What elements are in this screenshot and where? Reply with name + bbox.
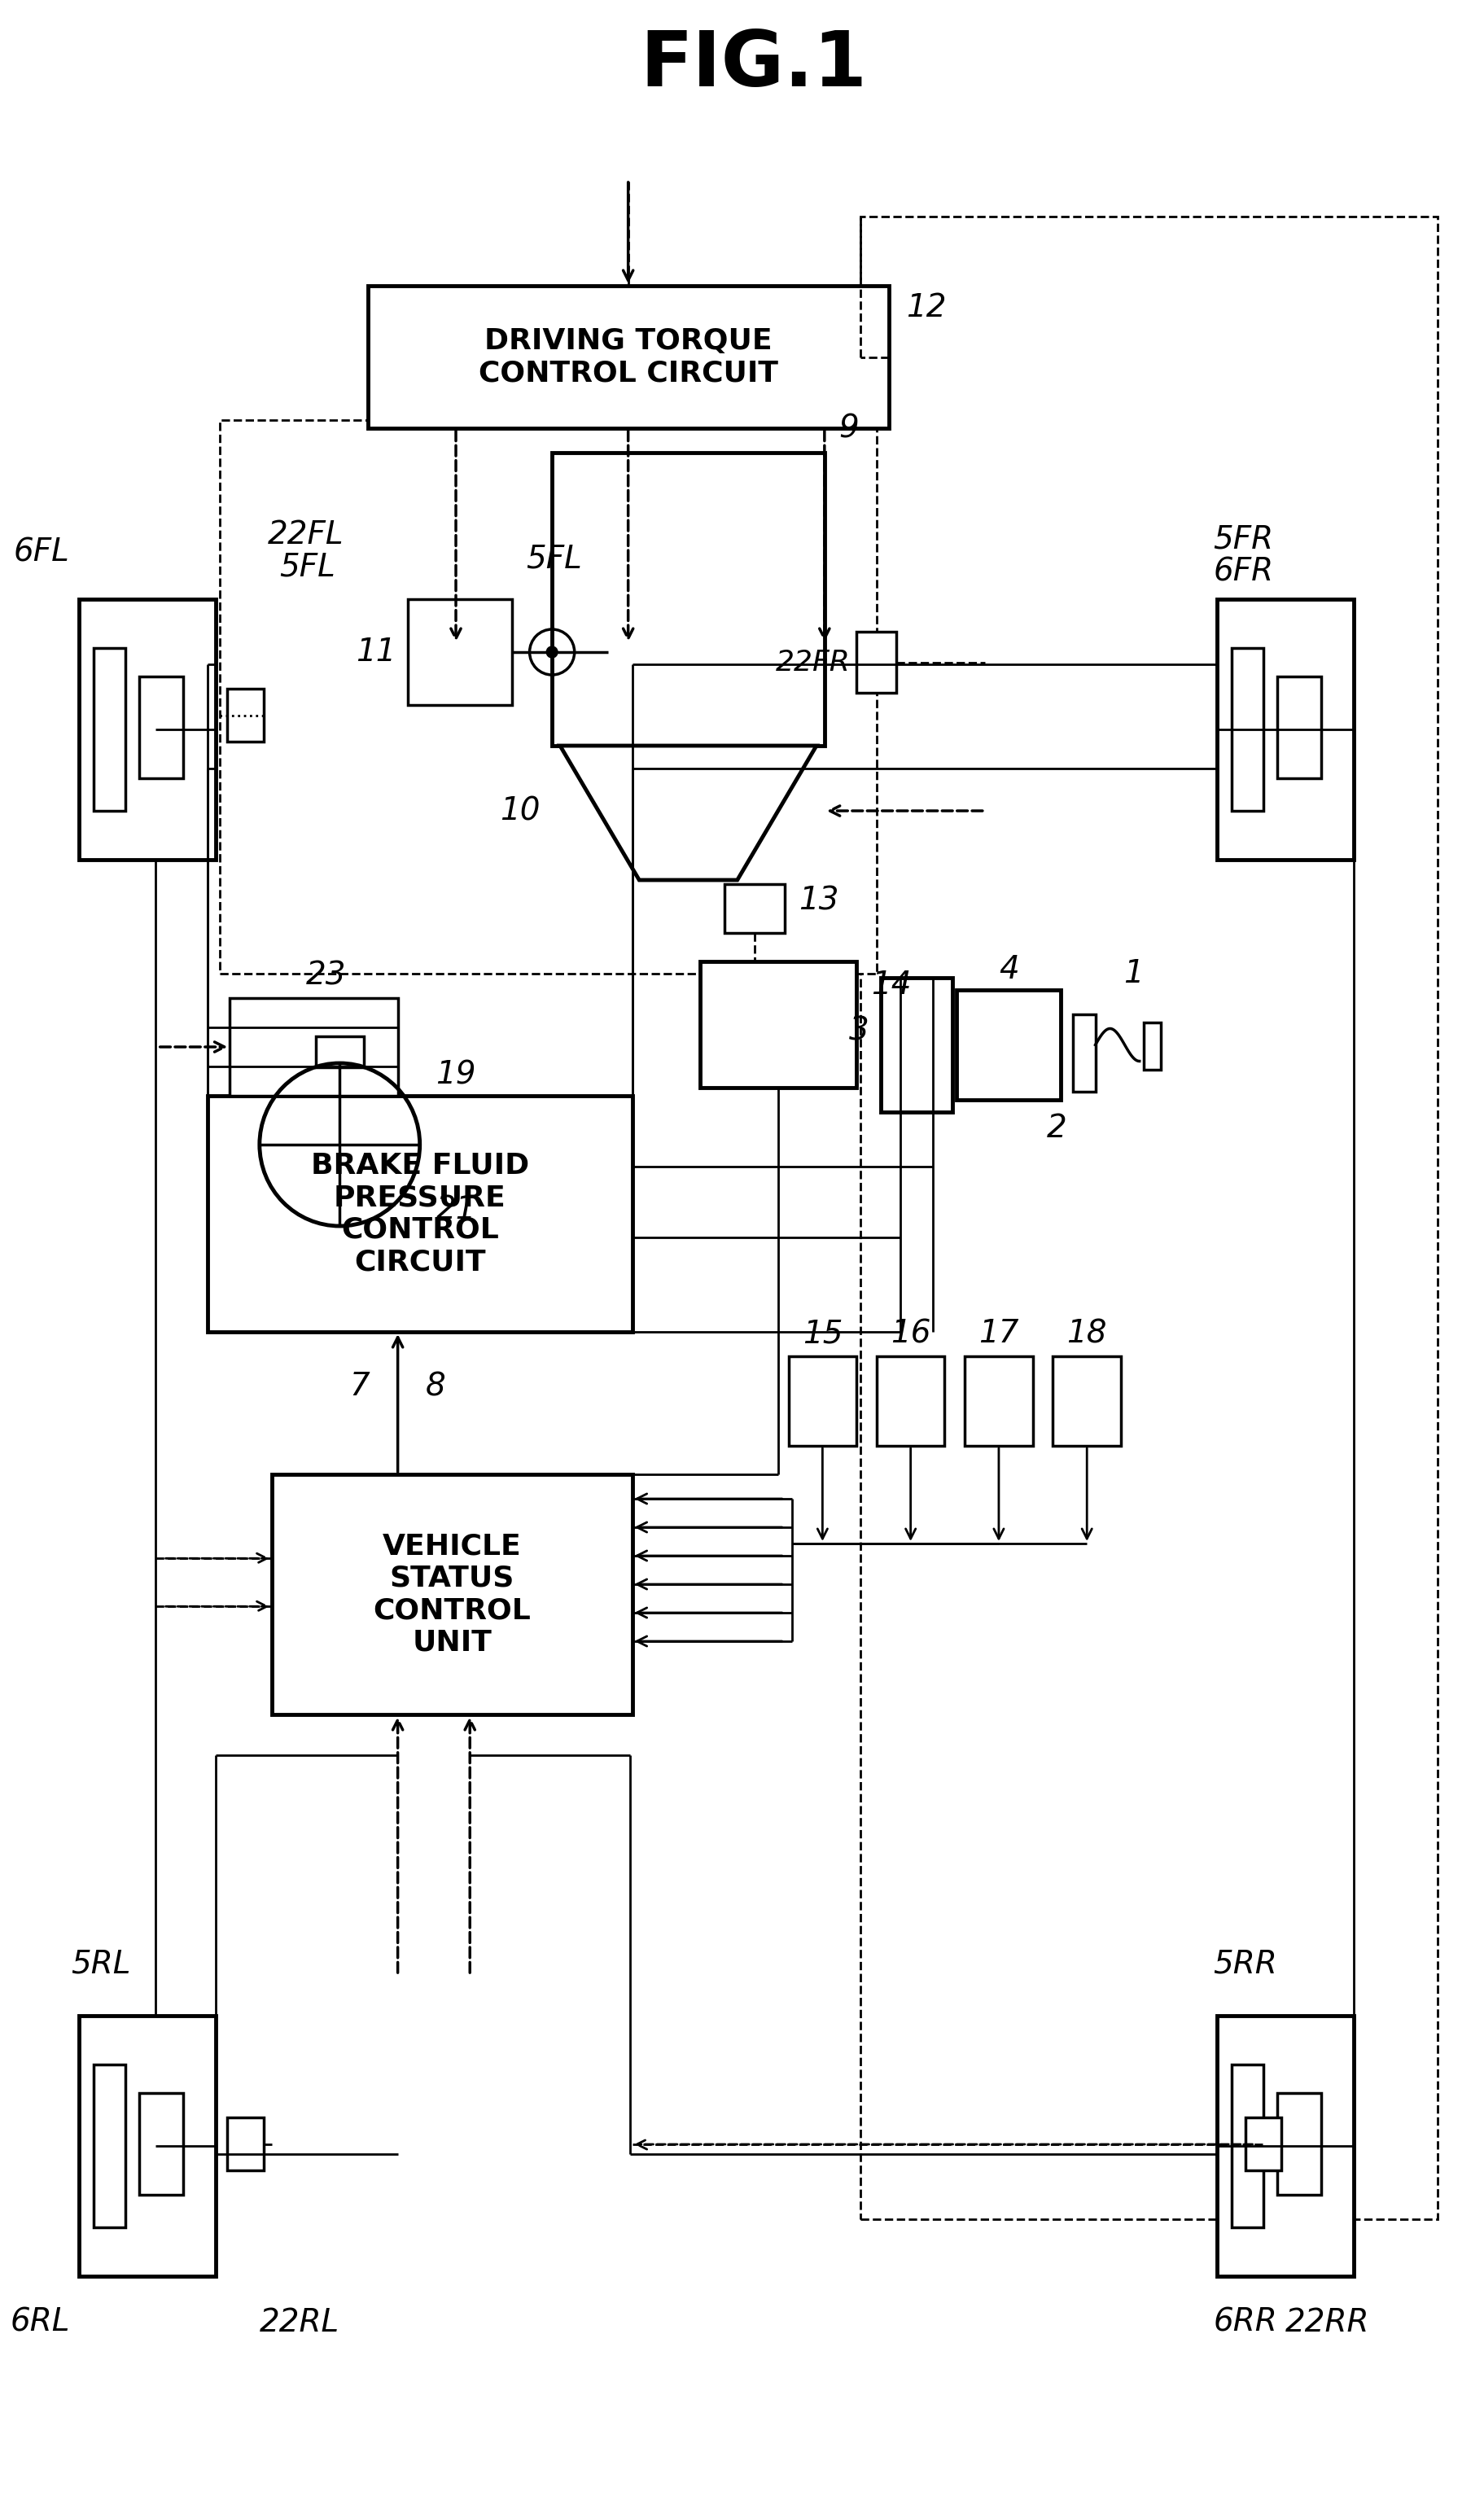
- Text: 14: 14: [871, 968, 911, 1001]
- Text: 5FL: 5FL: [527, 544, 582, 574]
- Text: 5RL: 5RL: [71, 1947, 131, 1979]
- Bar: [880, 978, 953, 1113]
- Bar: [220, 419, 877, 973]
- Text: DRIVING TORQUE
CONTROL CIRCUIT: DRIVING TORQUE CONTROL CIRCUIT: [478, 327, 778, 387]
- Bar: [93, 2064, 126, 2226]
- Text: 18: 18: [1067, 1318, 1107, 1348]
- Polygon shape: [559, 746, 816, 881]
- Text: 6RR: 6RR: [1212, 2306, 1278, 2339]
- Text: 15: 15: [803, 1318, 843, 1348]
- Bar: [965, 1355, 1033, 1445]
- Bar: [227, 689, 264, 741]
- Bar: [724, 884, 785, 934]
- Text: 5RR: 5RR: [1212, 1947, 1278, 1979]
- Bar: [957, 991, 1061, 1101]
- Bar: [230, 998, 398, 1096]
- Bar: [1278, 676, 1321, 779]
- Text: 23: 23: [306, 961, 346, 991]
- Bar: [1278, 2094, 1321, 2194]
- Text: 19: 19: [436, 1061, 476, 1091]
- Bar: [272, 1475, 632, 1715]
- Text: 22FR: 22FR: [775, 649, 850, 676]
- Text: 5FR: 5FR: [1212, 524, 1273, 554]
- Bar: [208, 1096, 632, 1333]
- Text: 8: 8: [426, 1370, 447, 1403]
- Text: 6FR: 6FR: [1212, 557, 1273, 587]
- Bar: [1217, 599, 1353, 859]
- Text: 4: 4: [999, 953, 1020, 986]
- Text: 17: 17: [978, 1318, 1020, 1348]
- Text: BRAKE FLUID
PRESSURE
CONTROL
CIRCUIT: BRAKE FLUID PRESSURE CONTROL CIRCUIT: [310, 1151, 528, 1275]
- Text: 9: 9: [838, 414, 859, 444]
- Text: 21: 21: [436, 1193, 476, 1226]
- Bar: [861, 217, 1438, 2219]
- Text: 22RL: 22RL: [260, 2306, 340, 2339]
- Bar: [1232, 2064, 1264, 2226]
- Text: VEHICLE
STATUS
CONTROL
UNIT: VEHICLE STATUS CONTROL UNIT: [372, 1533, 531, 1657]
- Text: 22RR: 22RR: [1285, 2306, 1370, 2339]
- Text: 3: 3: [849, 1016, 870, 1046]
- Bar: [877, 1355, 945, 1445]
- Bar: [1144, 1021, 1160, 1068]
- Bar: [368, 285, 889, 429]
- Bar: [139, 676, 184, 779]
- Bar: [700, 961, 856, 1088]
- Bar: [1217, 2017, 1353, 2276]
- Text: FIG.1: FIG.1: [640, 27, 867, 102]
- Text: 12: 12: [907, 292, 947, 322]
- Text: 5FL: 5FL: [279, 552, 335, 584]
- Text: 6RL: 6RL: [10, 2306, 70, 2339]
- Bar: [1245, 2117, 1281, 2172]
- Bar: [856, 631, 896, 694]
- Text: 7: 7: [350, 1370, 370, 1403]
- Bar: [79, 2017, 215, 2276]
- Bar: [79, 599, 215, 859]
- Bar: [1232, 649, 1264, 811]
- Text: 2: 2: [1046, 1113, 1067, 1143]
- Text: 6FL: 6FL: [13, 537, 70, 569]
- Text: 11: 11: [356, 636, 396, 666]
- Bar: [93, 649, 126, 811]
- Text: 1: 1: [1123, 958, 1144, 988]
- Bar: [1052, 1355, 1120, 1445]
- Text: 16: 16: [890, 1318, 930, 1348]
- Circle shape: [546, 646, 558, 659]
- Bar: [1073, 1013, 1095, 1091]
- Bar: [552, 452, 825, 746]
- Text: 22FL: 22FL: [267, 519, 344, 549]
- Bar: [408, 599, 512, 704]
- Bar: [227, 2117, 264, 2172]
- Bar: [139, 2094, 184, 2194]
- Bar: [316, 1036, 364, 1068]
- Text: 10: 10: [500, 796, 540, 826]
- Bar: [788, 1355, 856, 1445]
- Text: 13: 13: [798, 886, 838, 916]
